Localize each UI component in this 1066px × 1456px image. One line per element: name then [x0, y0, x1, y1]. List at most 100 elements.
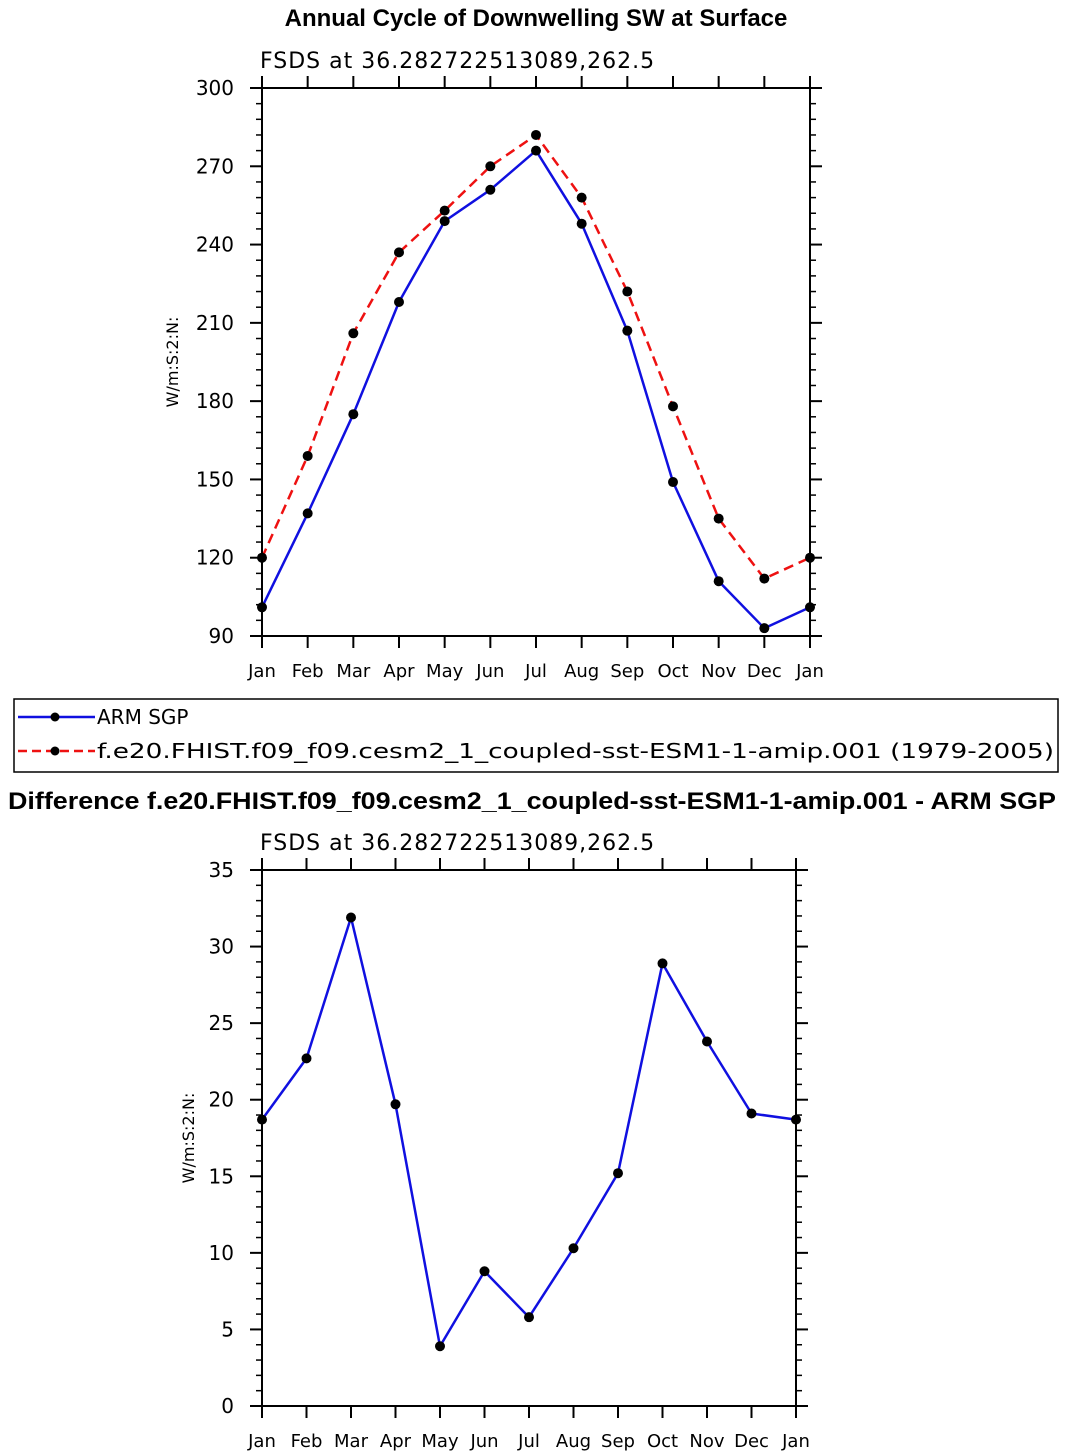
top-ytick-label: 150	[196, 467, 234, 491]
top-xtick-label-apr: Apr	[383, 661, 415, 682]
bottom-series1-point-jun	[479, 1266, 490, 1277]
bottom-series1-point-sep	[613, 1168, 623, 1179]
top-series2-point-jan	[257, 552, 267, 563]
bottom-series1-point-may	[435, 1341, 445, 1352]
top-series2-point-oct	[668, 401, 678, 412]
bottom-series1-point-oct	[657, 958, 668, 969]
top-series2-point-nov	[713, 513, 724, 524]
bottom-chart-subtitle: FSDS at 36.282722513089,262.5	[260, 831, 655, 856]
bottom-xtick-label-aug: Aug	[556, 1431, 591, 1452]
bottom-chart-ylabel: W/m:S:2:N:	[179, 1093, 198, 1184]
bottom-frame	[261, 869, 797, 1407]
bottom-xtick-label-jul: Jul	[517, 1431, 540, 1452]
bottom-xtick-label-dec: Dec	[734, 1431, 769, 1452]
bottom-ytick-label: 30	[209, 935, 234, 959]
top-xtick-label-feb: Feb	[292, 661, 324, 682]
legend-box	[13, 698, 1059, 773]
bottom-xtick-label-may: May	[421, 1431, 459, 1452]
bottom-ytick-label: 5	[221, 1317, 234, 1341]
top-chart-title: Annual Cycle of Downwelling SW at Surfac…	[285, 5, 788, 32]
bottom-plot-area: 0 5 10 15 20 25 30 35 Jan Feb Mar Apr May Jun Jul Aug Se…	[209, 858, 810, 1452]
top-series1-point-dec	[759, 623, 770, 634]
legend-model-label: f.e20.FHIST.f09_f09.cesm2_1_coupled-sst-…	[97, 739, 1054, 763]
top-series2-point-jun	[485, 161, 496, 172]
top-ytick-label: 120	[196, 546, 234, 570]
top-series1-point-nov	[713, 576, 724, 587]
top-ytick-label: 90	[209, 624, 234, 648]
top-xtick-label-jul: Jul	[524, 661, 547, 682]
top-xtick-label-nov: Nov	[701, 661, 736, 682]
top-series2-point-apr	[394, 247, 404, 258]
top-series1-point-may	[439, 216, 450, 227]
top-plot-area: 90 120 150 180 210 240 270 300 Jan Feb Mar Apr May Ju…	[196, 76, 824, 682]
bottom-series1-point-mar	[346, 912, 356, 923]
top-xtick-label-jun: Jun	[475, 661, 504, 682]
top-series1-point-jan	[805, 602, 815, 613]
bottom-series1-point-dec	[746, 1108, 757, 1119]
top-series1-point-jan	[257, 602, 267, 613]
top-series-line-2	[260, 133, 811, 580]
bottom-xtick-label-jan: Jan	[247, 1431, 276, 1452]
bottom-ytick-label: 10	[209, 1241, 234, 1265]
bottom-series1-point-apr	[390, 1099, 401, 1110]
legend-obs-label: ARM SGP	[97, 705, 188, 729]
legend: ARM SGP f.e20.FHIST.f09_f09.cesm2_1_coup…	[13, 698, 1059, 773]
top-chart-subtitle: FSDS at 36.282722513089,262.5	[260, 49, 655, 74]
bottom-series-line-1	[260, 916, 797, 1348]
top-series1-point-feb	[302, 508, 313, 519]
top-series1-point-mar	[348, 409, 359, 420]
bottom-ytick-label: 0	[221, 1394, 234, 1418]
bottom-ytick-label: 35	[209, 858, 234, 882]
top-ytick-label: 270	[196, 154, 234, 178]
bottom-xtick-label-jan: Jan	[781, 1431, 810, 1452]
top-xtick-label-jan: Jan	[795, 661, 824, 682]
top-series2-point-sep	[622, 286, 633, 297]
bottom-ytick-label: 25	[209, 1011, 234, 1035]
top-xtick-label-oct: Oct	[657, 661, 688, 682]
bottom-series1-point-jan	[791, 1114, 801, 1125]
top-series2-point-jul	[531, 129, 541, 140]
top-series1-point-aug	[576, 218, 587, 229]
bottom-xtick-label-mar: Mar	[334, 1431, 369, 1452]
top-chart-ylabel: W/m:S:2:N:	[163, 317, 182, 408]
bottom-series1-point-feb	[301, 1053, 312, 1064]
top-ytick-label: 300	[196, 76, 234, 100]
top-xtick-label-dec: Dec	[747, 661, 782, 682]
top-xtick-label-mar: Mar	[336, 661, 371, 682]
legend-obs-marker	[50, 712, 60, 722]
bottom-series1-point-jan	[257, 1114, 267, 1125]
bottom-ytick-label: 15	[209, 1164, 234, 1188]
top-series2-point-mar	[348, 328, 359, 339]
top-series2-point-aug	[576, 192, 587, 203]
bottom-xtick-label-nov: Nov	[689, 1431, 724, 1452]
top-series1-point-apr	[394, 296, 404, 307]
legend-model-marker	[50, 746, 60, 756]
bottom-xtick-label-oct: Oct	[647, 1431, 678, 1452]
bottom-xtick-label-feb: Feb	[291, 1431, 323, 1452]
top-ytick-label: 180	[196, 389, 234, 413]
bottom-xtick-label-apr: Apr	[380, 1431, 412, 1452]
top-series1-point-sep	[622, 325, 633, 336]
top-series1-point-jun	[485, 184, 496, 195]
top-series2-point-feb	[302, 450, 313, 461]
top-frame	[261, 87, 811, 637]
top-series1-point-oct	[668, 477, 678, 488]
top-xtick-label-jan: Jan	[247, 661, 276, 682]
top-series2-point-jan	[805, 552, 815, 563]
bottom-series1-point-aug	[568, 1243, 579, 1254]
top-ytick-label: 210	[196, 311, 234, 335]
top-series2-point-may	[439, 205, 450, 216]
top-xtick-label-aug: Aug	[564, 661, 599, 682]
top-series1-point-jul	[531, 145, 541, 156]
top-xtick-label-sep: Sep	[610, 661, 644, 682]
top-series-line-1	[260, 149, 811, 630]
bottom-chart-title: Difference f.e20.FHIST.f09_f09.cesm2_1_c…	[8, 788, 1056, 815]
top-xtick-label-may: May	[426, 661, 464, 682]
bottom-xtick-label-jun: Jun	[469, 1431, 498, 1452]
top-ytick-label: 240	[196, 233, 234, 257]
top-series2-point-dec	[759, 573, 770, 584]
bottom-ytick-label: 20	[209, 1088, 234, 1112]
bottom-xtick-label-sep: Sep	[601, 1431, 635, 1452]
bottom-series1-point-jul	[524, 1312, 534, 1323]
